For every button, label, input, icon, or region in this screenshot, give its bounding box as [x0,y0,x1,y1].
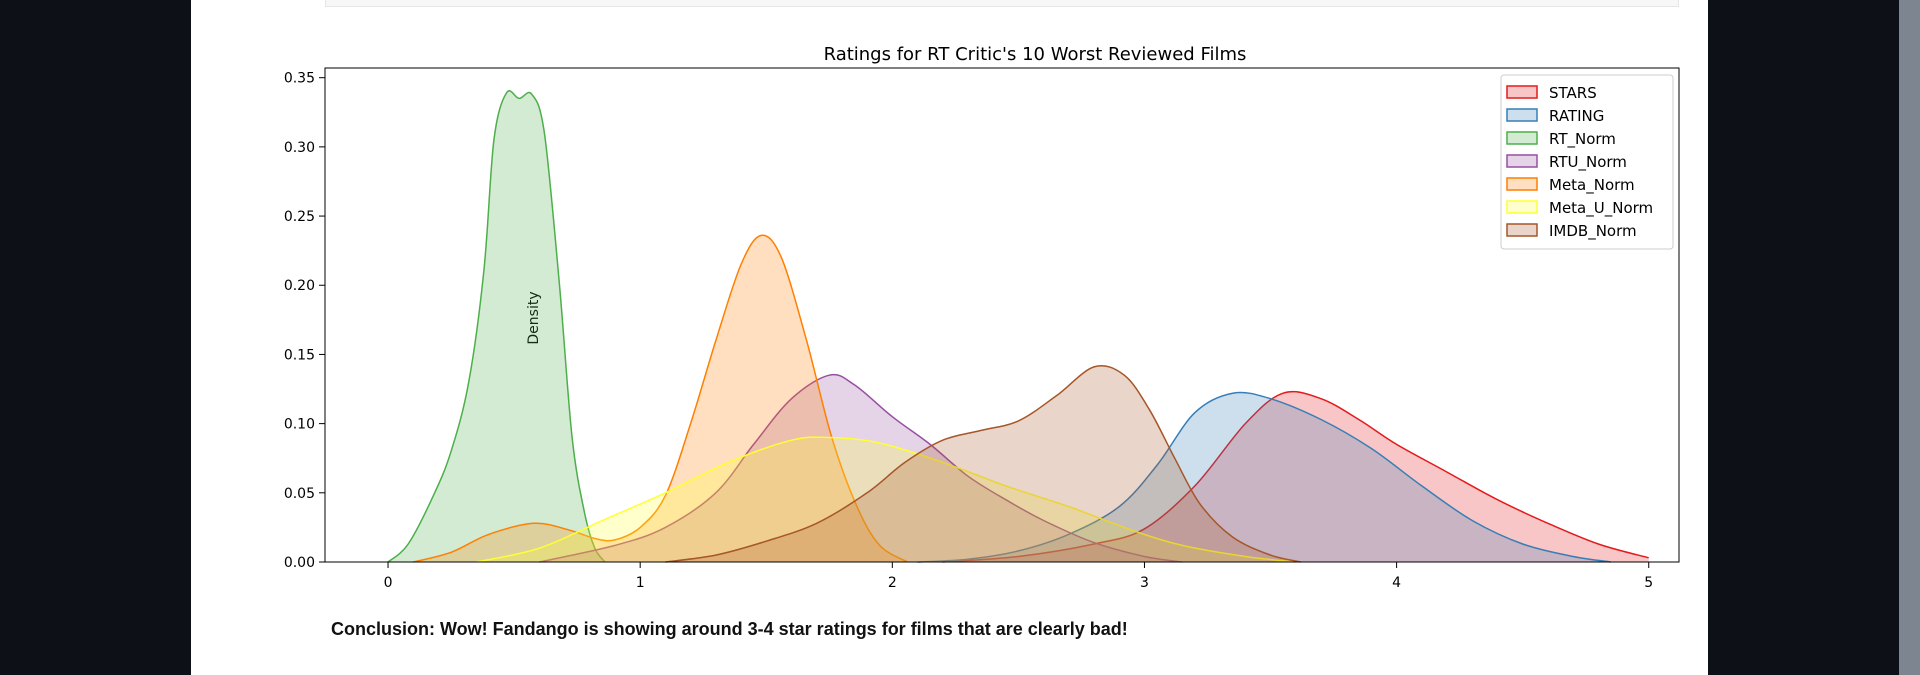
legend-swatch [1506,154,1538,168]
legend-swatch [1506,108,1538,122]
kde-chart: Ratings for RT Critic's 10 Worst Reviewe… [284,44,1680,591]
previous-cell-output [325,0,1679,7]
series-area [539,374,1183,562]
series-area [476,437,1296,562]
y-tick-label: 0.20 [284,278,315,294]
series-meta-u-norm [476,436,1296,563]
series-line [942,390,1649,563]
series-line [665,364,1301,563]
series-rating [917,391,1612,563]
legend-label: RTU_Norm [1549,153,1627,172]
legend-label: Meta_Norm [1549,176,1635,195]
series-stars [942,390,1649,563]
x-tick-label: 4 [1392,575,1401,591]
x-tick-label: 3 [1140,575,1149,591]
series-area [942,391,1649,562]
series-rt-norm [387,90,606,563]
series-rtu-norm [539,373,1183,563]
legend-label: RATING [1549,107,1604,125]
chart-legend: STARS RATING RT_Norm RTU_Norm Meta_Norm Meta_… [1500,74,1674,250]
y-tick-label: 0.35 [284,71,315,87]
y-tick-label: 0.25 [284,209,315,225]
legend-swatch [1506,177,1538,191]
y-axis-label: Density [526,291,542,344]
legend-swatch [1506,85,1538,99]
legend-label: STARS [1549,84,1597,102]
series-imdb-norm [665,364,1301,563]
notebook-output-area: Ratings for RT Critic's 10 Worst Reviewe… [191,0,1708,675]
y-tick-label: 0.15 [284,347,315,363]
x-tick-label: 0 [384,575,393,591]
legend-swatch [1506,131,1538,145]
series-area [665,365,1301,562]
x-tick-label: 5 [1644,575,1653,591]
series-line [539,373,1183,563]
series-line [387,90,606,563]
y-tick-label: 0.00 [284,555,315,571]
legend-frame [1500,74,1674,250]
legend-label: IMDB_Norm [1549,222,1637,241]
legend-swatch [1506,200,1538,214]
y-axis: 0.00 0.05 0.10 0.15 0.20 0.25 0.30 0.35 [284,71,325,571]
y-tick-label: 0.30 [284,140,315,156]
legend-label: RT_Norm [1549,130,1616,149]
x-tick-label: 2 [888,575,897,591]
chart-title: Ratings for RT Critic's 10 Worst Reviewe… [824,44,1247,65]
series-area [917,392,1611,562]
series-line [917,391,1612,563]
plot-frame [324,67,1680,563]
series-area [388,90,605,562]
legend-label: Meta_U_Norm [1549,199,1653,218]
density-curves [387,90,1649,563]
conclusion-text: Conclusion: Wow! Fandango is showing aro… [331,619,1128,639]
x-axis: 0 1 2 3 4 5 [384,562,1653,591]
y-tick-label: 0.10 [284,417,315,433]
legend-swatch [1506,223,1538,237]
series-area [413,235,908,563]
x-tick-label: 1 [636,575,645,591]
y-tick-label: 0.05 [284,486,315,502]
scrollbar-strip[interactable] [1899,0,1920,675]
series-line [476,436,1296,563]
